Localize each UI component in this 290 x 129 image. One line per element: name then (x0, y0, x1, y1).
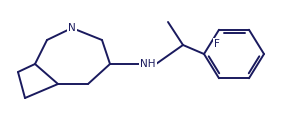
Text: NH: NH (140, 59, 156, 69)
Text: N: N (68, 23, 76, 33)
Text: F: F (214, 39, 220, 49)
